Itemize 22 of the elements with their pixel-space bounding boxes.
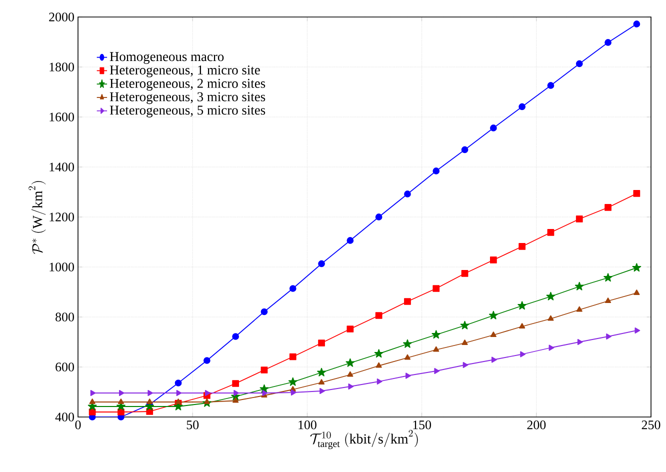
x-tick-label: 150 xyxy=(413,420,432,430)
y-axis-title: $\mathcal{P}^{*}\ (\mathrm{W/km}^2)$ xyxy=(28,181,46,254)
legend-label: Homogeneous macro xyxy=(110,52,224,64)
x-tick-label: 50 xyxy=(186,420,199,430)
y-tick-label: 1600 xyxy=(50,112,74,122)
legend-label: Heterogeneous, 5 micro sites xyxy=(110,106,266,118)
y-tick-label: 1200 xyxy=(50,212,74,222)
x-tick-label: 0 xyxy=(75,420,81,430)
y-tick-label: 1000 xyxy=(50,262,74,272)
y-tick-label: 1800 xyxy=(50,62,74,72)
legend-label: Heterogeneous, 1 micro site xyxy=(110,65,260,78)
x-tick-label: 100 xyxy=(298,420,316,430)
legend-label: Heterogeneous, 2 micro sites xyxy=(110,78,266,91)
legend-label: Heterogeneous, 3 micro sites xyxy=(110,92,266,104)
y-tick-label: 1400 xyxy=(50,162,74,172)
y-tick-label: 600 xyxy=(56,362,74,372)
y-tick-label: 800 xyxy=(56,312,74,322)
y-tick-label: 400 xyxy=(55,412,74,422)
x-tick-label: 250 xyxy=(642,420,660,430)
x-tick-label: 200 xyxy=(527,420,546,430)
y-tick-label: 2000 xyxy=(49,12,74,22)
x-axis-title: $\mathcal{T}_{\mathrm{target}}^{10}\ (\mathrm{kbit/s/km}^2)$ xyxy=(310,430,418,450)
